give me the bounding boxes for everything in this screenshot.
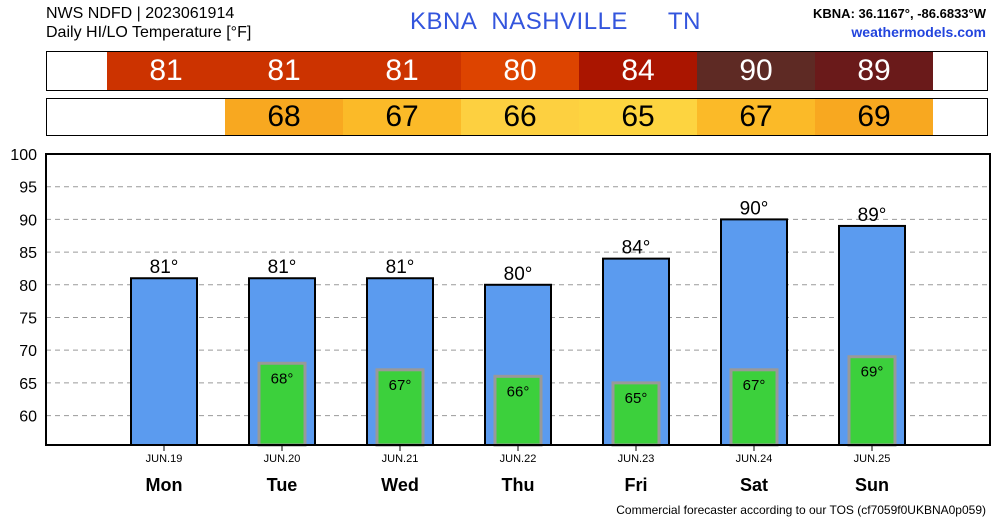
low-bar-label-3: 66°	[507, 383, 530, 400]
y-tick-label-100: 100	[10, 147, 37, 164]
low-temp-cell-2: 67	[343, 99, 461, 135]
low-bar-1	[257, 361, 307, 447]
date-label-1: JUN.20	[264, 453, 301, 465]
high-bar-label-6: 89°	[858, 205, 887, 226]
date-label-4: JUN.23	[618, 453, 655, 465]
high-bar-label-0: 81°	[150, 257, 179, 278]
footer-note: Commercial forecaster according to our T…	[616, 503, 986, 517]
day-label-1: Tue	[267, 475, 298, 495]
high-bar-label-1: 81°	[268, 257, 297, 278]
station-state: TN	[667, 8, 701, 35]
low-bar-label-1: 68°	[271, 370, 294, 387]
low-temp-cell-0	[107, 99, 225, 135]
y-tick-label-85: 85	[19, 245, 37, 262]
date-label-6: JUN.25	[854, 453, 891, 465]
day-label-4: Fri	[624, 475, 647, 495]
day-label-0: Mon	[146, 475, 183, 495]
y-tick-label-60: 60	[19, 409, 37, 426]
high-temp-cell-1: 81	[225, 52, 343, 90]
y-tick-label-75: 75	[19, 310, 37, 327]
high-bar-0	[130, 277, 198, 446]
date-label-3: JUN.22	[500, 453, 537, 465]
high-temp-strip: 81 81 81 80 84 90 89	[46, 51, 988, 91]
high-temp-cell-3: 80	[461, 52, 579, 90]
high-bar-label-4: 84°	[622, 238, 651, 259]
high-temp-cell-6: 89	[815, 52, 933, 90]
y-tick-label-80: 80	[19, 278, 37, 295]
y-tick-label-65: 65	[19, 376, 37, 393]
low-bar-label-6: 69°	[861, 364, 884, 381]
low-temp-cell-6: 69	[815, 99, 933, 135]
day-label-6: Sun	[855, 475, 889, 495]
product-label: Daily HI/LO Temperature [°F]	[46, 24, 252, 41]
low-bar-6	[847, 355, 897, 447]
day-label-5: Sat	[740, 475, 768, 495]
site-link[interactable]: weathermodels.com	[851, 24, 986, 40]
date-label-5: JUN.24	[736, 453, 773, 465]
high-temp-cell-5: 90	[697, 52, 815, 90]
low-temp-cell-1: 68	[225, 99, 343, 135]
source-label: NWS NDFD | 2023061914	[46, 5, 235, 22]
high-bar-label-3: 80°	[504, 264, 533, 285]
high-bar-label-5: 90°	[740, 198, 769, 219]
high-temp-cell-4: 84	[579, 52, 697, 90]
day-label-2: Wed	[381, 475, 419, 495]
low-temp-strip: 68 67 66 65 67 69	[46, 98, 988, 136]
high-bar-label-2: 81°	[386, 257, 415, 278]
header-left: NWS NDFD | 2023061914 Daily HI/LO Temper…	[46, 4, 251, 42]
y-tick-label-90: 90	[19, 212, 37, 229]
coords-label: KBNA: 36.1167°, -86.6833°W	[813, 6, 986, 21]
high-temp-cell-0: 81	[107, 52, 225, 90]
station-title: KBNA NASHVILLE TN	[410, 8, 715, 36]
station-city: NASHVILLE	[491, 8, 628, 35]
low-bar-label-5: 67°	[743, 377, 766, 394]
low-temp-cell-4: 65	[579, 99, 697, 135]
station-code: KBNA	[410, 8, 478, 35]
date-label-0: JUN.19	[146, 453, 183, 465]
y-tick-label-95: 95	[19, 180, 37, 197]
low-temp-cell-5: 67	[697, 99, 815, 135]
low-bar-label-4: 65°	[625, 390, 648, 407]
low-temp-cell-3: 66	[461, 99, 579, 135]
high-temp-cell-2: 81	[343, 52, 461, 90]
day-label-3: Thu	[502, 475, 535, 495]
y-tick-label-70: 70	[19, 343, 37, 360]
date-label-2: JUN.21	[382, 453, 419, 465]
low-bar-label-2: 67°	[389, 377, 412, 394]
